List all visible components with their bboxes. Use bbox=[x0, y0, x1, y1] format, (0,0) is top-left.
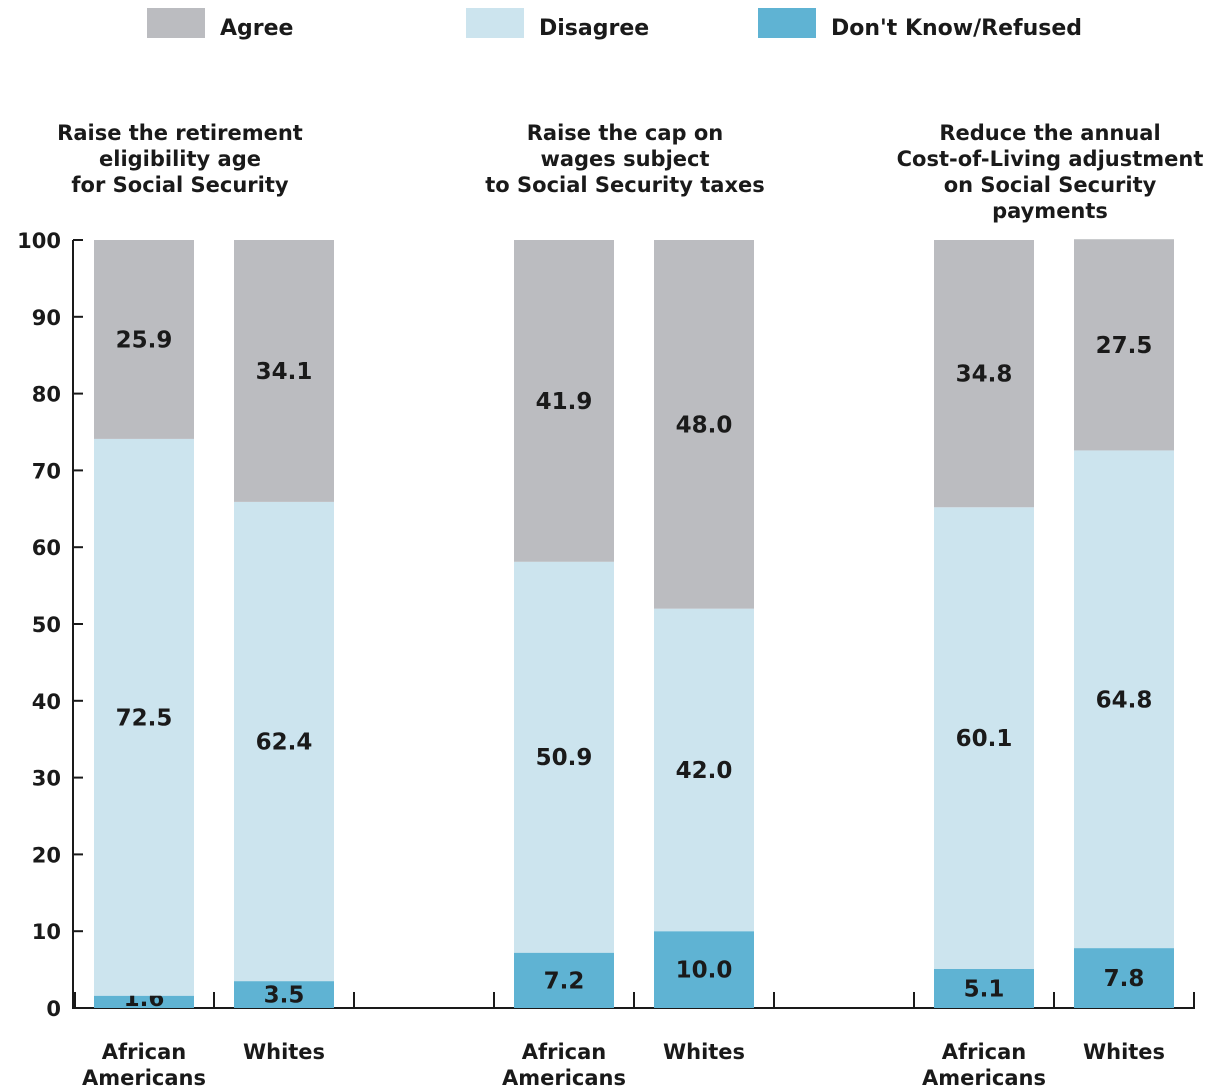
bar-segment-disagree bbox=[654, 608, 754, 932]
data-label: 50.9 bbox=[536, 745, 593, 771]
bar-segment-agree bbox=[934, 240, 1034, 508]
bar-segment-don-t-know-refused bbox=[1074, 948, 1174, 1008]
y-tick-label: 90 bbox=[32, 306, 61, 330]
x-tick-label: African bbox=[522, 1040, 607, 1064]
bar-segment-don-t-know-refused bbox=[654, 931, 754, 1008]
y-tick-label: 10 bbox=[32, 920, 61, 944]
bar-segment-agree bbox=[654, 240, 754, 609]
group-title-line: Raise the cap on bbox=[527, 121, 723, 145]
group-title-line: on Social Security bbox=[944, 173, 1157, 197]
legend-label-dont-know: Don't Know/Refused bbox=[831, 16, 1082, 41]
y-tick-label: 30 bbox=[32, 767, 61, 791]
data-label: 72.5 bbox=[116, 705, 173, 731]
x-tick-label: Americans bbox=[502, 1066, 626, 1090]
y-tick-label: 70 bbox=[32, 459, 61, 483]
x-tick-label: Whites bbox=[663, 1040, 745, 1064]
group-title-line: Cost-of-Living adjustment bbox=[897, 147, 1204, 171]
bar-segment-disagree bbox=[234, 501, 334, 982]
data-label: 27.5 bbox=[1096, 333, 1153, 359]
data-label: 60.1 bbox=[956, 726, 1013, 752]
y-tick-label: 20 bbox=[32, 843, 61, 867]
bar-segment-disagree bbox=[1074, 450, 1174, 949]
bar-segment-don-t-know-refused bbox=[234, 981, 334, 1008]
bar-segment-agree bbox=[514, 240, 614, 562]
data-label: 25.9 bbox=[116, 327, 173, 353]
x-tick-label: Whites bbox=[1083, 1040, 1165, 1064]
x-tick-label: African bbox=[942, 1040, 1027, 1064]
data-label: 42.0 bbox=[676, 758, 733, 784]
x-tick-label: African bbox=[102, 1040, 187, 1064]
legend-label-agree: Agree bbox=[220, 16, 294, 41]
bar-segment-agree bbox=[234, 240, 334, 502]
data-label: 7.2 bbox=[544, 968, 585, 994]
data-label: 62.4 bbox=[256, 730, 313, 756]
data-label: 34.8 bbox=[956, 362, 1013, 388]
legend-swatch-disagree bbox=[466, 8, 524, 38]
bar-segment-disagree bbox=[94, 438, 194, 996]
y-tick-label: 50 bbox=[32, 613, 61, 637]
group-title-line: Raise the retirement bbox=[57, 121, 303, 145]
y-tick-label: 60 bbox=[32, 536, 61, 560]
bar-segment-agree bbox=[94, 240, 194, 439]
bar-segment-don-t-know-refused bbox=[94, 995, 194, 1008]
group-title-line: Reduce the annual bbox=[939, 121, 1160, 145]
data-label: 64.8 bbox=[1096, 687, 1153, 713]
x-tick-label: Americans bbox=[922, 1066, 1046, 1090]
group-title-line: wages subject bbox=[540, 147, 709, 171]
bar-segment-disagree bbox=[934, 507, 1034, 969]
data-label: 5.1 bbox=[964, 976, 1005, 1002]
data-label: 10.0 bbox=[676, 958, 733, 984]
y-tick-label: 100 bbox=[17, 229, 61, 253]
legend-label-disagree: Disagree bbox=[539, 16, 650, 41]
group-title-line: eligibility age bbox=[99, 147, 261, 171]
group-title-line: for Social Security bbox=[71, 173, 288, 197]
bar-segment-don-t-know-refused bbox=[934, 968, 1034, 1008]
data-label: 3.5 bbox=[264, 983, 305, 1009]
y-tick-label: 0 bbox=[46, 997, 61, 1021]
legend-swatch-agree bbox=[147, 8, 205, 38]
y-tick-label: 40 bbox=[32, 690, 61, 714]
x-tick-label: Whites bbox=[243, 1040, 325, 1064]
data-label: 48.0 bbox=[676, 412, 733, 438]
x-tick-label: Americans bbox=[82, 1066, 206, 1090]
data-label: 41.9 bbox=[536, 389, 593, 415]
legend-swatch-dont-know bbox=[758, 8, 816, 38]
data-label: 7.8 bbox=[1104, 966, 1145, 992]
bar-segment-disagree bbox=[514, 561, 614, 953]
group-title-line: to Social Security taxes bbox=[485, 173, 765, 197]
data-label: 34.1 bbox=[256, 359, 313, 385]
bar-segment-agree bbox=[1074, 239, 1174, 451]
y-tick-label: 80 bbox=[32, 383, 61, 407]
bar-segment-don-t-know-refused bbox=[514, 952, 614, 1008]
group-title-line: payments bbox=[992, 199, 1108, 223]
chart-legend: Agree Disagree Don't Know/Refused bbox=[0, 6, 1222, 50]
